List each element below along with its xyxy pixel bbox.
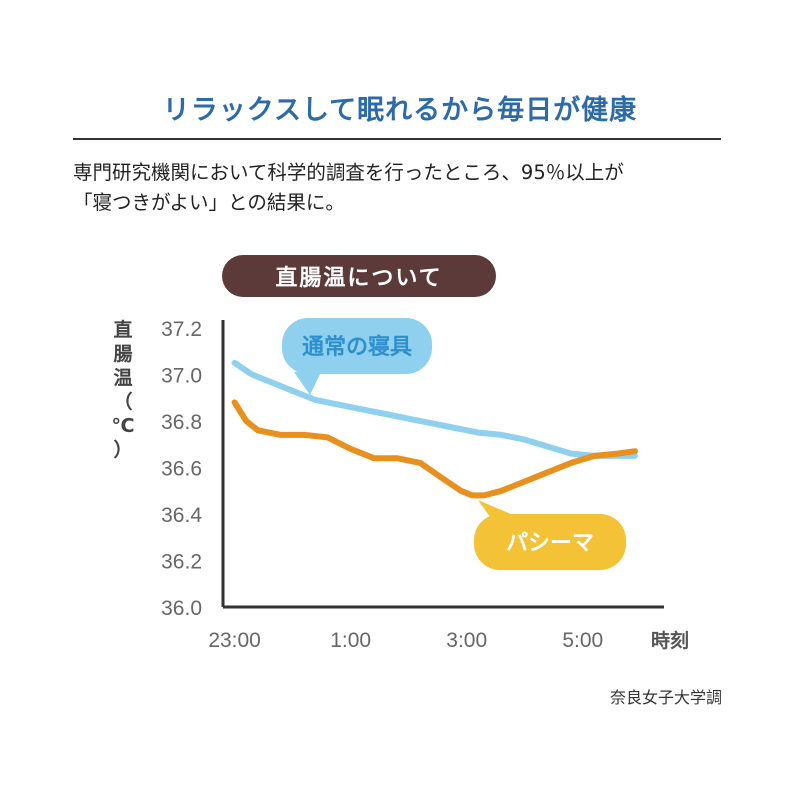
y-tick-label: 36.0 xyxy=(161,597,202,620)
series-line-pasima xyxy=(231,399,638,499)
x-tick-label: 23:00 xyxy=(208,629,261,652)
y-tick-label: 37.2 xyxy=(161,318,202,341)
y-axis-title-char: 腸 xyxy=(113,343,133,365)
y-axis-title: 直 腸 温 （ ℃ ） xyxy=(108,318,138,462)
y-tick-label: 36.2 xyxy=(161,551,202,574)
series-layer xyxy=(231,359,638,499)
bubble-normal xyxy=(282,318,432,374)
x-tick-label: 1:00 xyxy=(330,629,371,652)
y-axis-title-char: ℃ xyxy=(111,415,135,437)
x-axis-label: 時刻 xyxy=(651,629,689,652)
y-tick-label: 36.6 xyxy=(161,458,202,481)
bubble-pasima xyxy=(474,514,626,570)
series-line-normal-bedding xyxy=(231,359,638,459)
y-axis-title-char: （ xyxy=(113,391,133,413)
y-tick-label: 36.8 xyxy=(161,411,202,434)
chart-axes xyxy=(221,320,664,609)
description-line-2: 「寝つきがよい」との結果に。 xyxy=(73,191,345,214)
x-tick-label: 3:00 xyxy=(446,629,487,652)
description: 専門研究機関において科学的調査を行ったところ、95％以上が 「寝つきがよい」との… xyxy=(73,158,733,218)
chart-badge: 直腸温について xyxy=(222,255,496,297)
divider xyxy=(73,138,721,140)
bubble-normal-tail xyxy=(294,370,322,395)
y-axis-title-char: 直 xyxy=(113,319,133,341)
y-tick-label: 36.4 xyxy=(161,504,202,527)
series-label-normal-bedding: 通常の寝具 xyxy=(302,334,412,360)
description-line-1: 専門研究機関において科学的調査を行ったところ、95％以上が xyxy=(73,161,624,184)
headline: リラックスして眠れるから毎日が健康 xyxy=(162,95,638,126)
x-tick-label: 5:00 xyxy=(562,629,603,652)
y-axis-title-char: 温 xyxy=(113,367,133,389)
y-axis-title-char: ） xyxy=(113,439,133,461)
source-credit: 奈良女子大学調 xyxy=(609,688,722,707)
series-label-pasima: パシーマ xyxy=(506,531,594,556)
y-tick-label: 37.0 xyxy=(161,365,202,388)
tick-labels: 36.0 36.2 36.4 36.6 36.8 37.0 37.2 23:00 1:00 3:0… xyxy=(161,318,689,652)
